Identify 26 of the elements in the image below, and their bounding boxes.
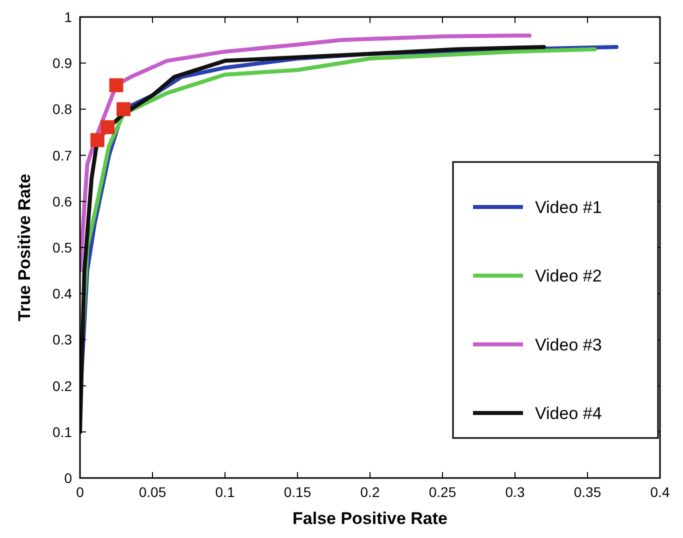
y-axis-title: True Positive Rate — [15, 174, 34, 322]
y-tick-label: 1 — [64, 9, 72, 25]
x-tick-label: 0.25 — [428, 484, 456, 500]
legend-label: Video #4 — [535, 404, 602, 423]
x-tick-label: 0 — [76, 484, 84, 500]
y-tick-label: 0.7 — [52, 147, 72, 164]
y-tick-label: 0.1 — [52, 424, 72, 440]
legend-label: Video #2 — [535, 266, 602, 286]
x-tick-label: 0.4 — [650, 484, 670, 500]
y-tick-label: 0.2 — [52, 378, 72, 394]
legend-label: Video #3 — [535, 335, 602, 354]
x-tick-label: 0.15 — [284, 484, 312, 500]
y-tick-label: 0.5 — [52, 240, 72, 256]
x-tick-label: 0.05 — [138, 484, 166, 500]
y-tick-label: 0 — [64, 470, 72, 486]
legend-label: Video #1 — [535, 198, 602, 217]
y-tick-label: 0.9 — [52, 55, 72, 72]
y-tick-label: 0.8 — [52, 101, 72, 118]
y-tick-label: 0.3 — [52, 332, 72, 348]
y-tick-label: 0.4 — [52, 286, 72, 302]
x-tick-label: 0.3 — [505, 484, 525, 500]
x-axis-title: False Positive Rate — [292, 509, 448, 528]
x-tick-label: 0.35 — [574, 484, 602, 500]
x-tick-label: 0.1 — [215, 484, 235, 500]
y-tick-label: 0.6 — [52, 193, 72, 210]
x-tick-label: 0.2 — [360, 484, 380, 500]
